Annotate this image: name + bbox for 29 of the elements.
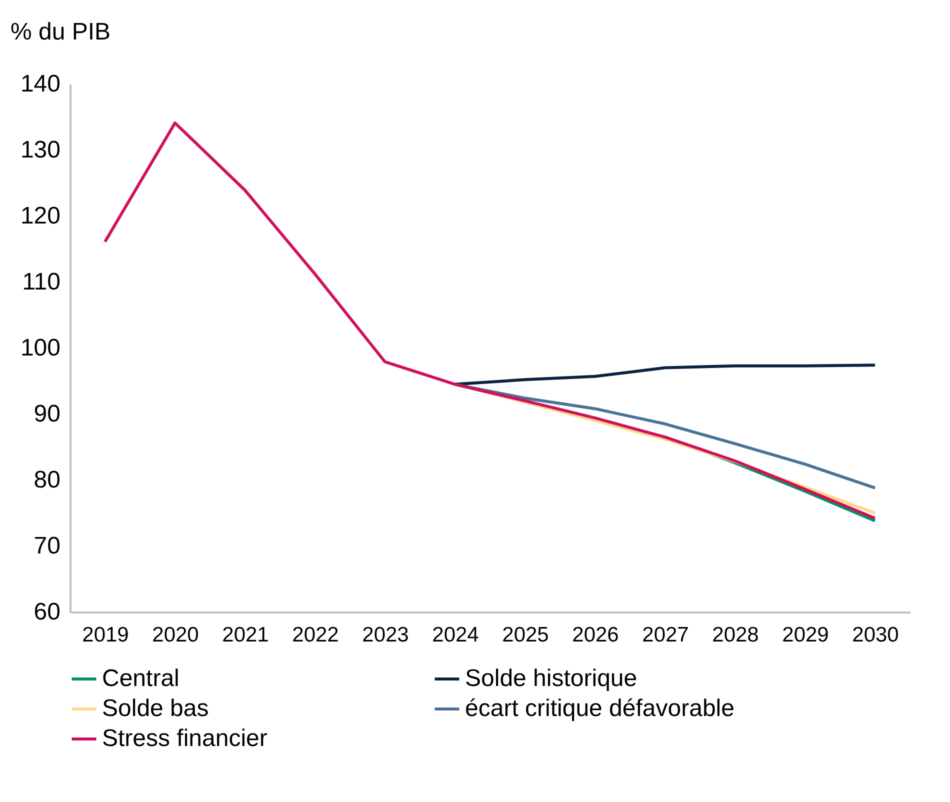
x-tick-label: 2024 [432, 624, 480, 646]
x-tick-label: 2025 [502, 624, 549, 646]
y-tick-label: 60 [34, 598, 60, 626]
legend-label: Solde historique [465, 665, 638, 692]
legend-label: Stress financier [102, 725, 268, 752]
y-tick-label: 110 [22, 268, 60, 296]
x-tick-label: 2030 [852, 624, 899, 646]
y-tick-label: 140 [20, 70, 60, 98]
x-tick-label: 2019 [82, 624, 129, 646]
x-tick-label: 2027 [642, 624, 689, 646]
line-series [104, 121, 876, 520]
y-tick-label: 130 [20, 136, 60, 164]
x-tick-label: 2023 [362, 624, 409, 646]
legend-label: Central [102, 665, 180, 692]
y-tick-label: 100 [20, 334, 60, 362]
y-tick-label: 90 [34, 400, 60, 428]
line-series [454, 364, 876, 386]
legend-label: écart critique défavorable [465, 695, 734, 722]
x-tick-label: 2020 [152, 624, 199, 646]
y-tick-label: 80 [34, 466, 60, 494]
y-tick-label: 120 [20, 202, 60, 230]
x-tick-label: 2021 [222, 624, 269, 646]
legend-label: Solde bas [102, 695, 209, 722]
x-tick-label: 2028 [712, 624, 759, 646]
x-tick-label: 2022 [292, 624, 339, 646]
x-tick-label: 2026 [572, 624, 619, 646]
y-axis-title: % du PIB [10, 18, 111, 46]
x-tick-label: 2029 [782, 624, 829, 646]
y-tick-label: 70 [34, 532, 60, 560]
